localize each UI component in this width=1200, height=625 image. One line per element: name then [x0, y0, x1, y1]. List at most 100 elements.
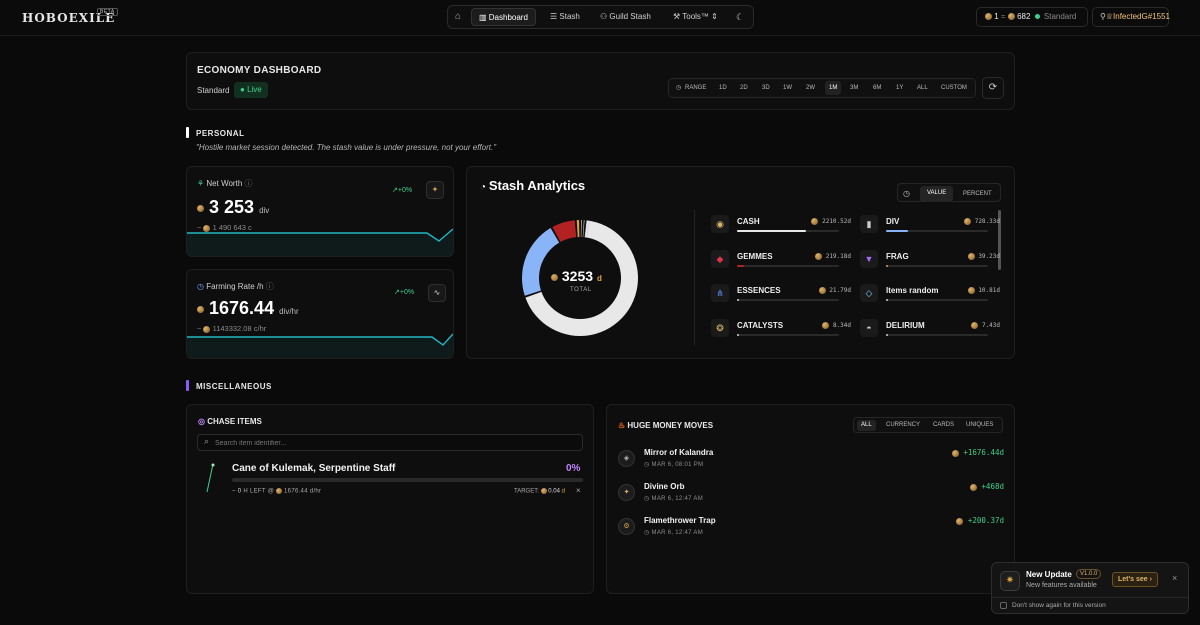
category-value: 21.79d	[829, 287, 851, 294]
coin-icon	[951, 449, 959, 457]
currency-rate: 1 = 682 Standard	[976, 7, 1088, 27]
donut-slice-gemmes[interactable]	[552, 220, 577, 242]
cash-icon: ◉	[711, 215, 729, 233]
user-icon: ⚲	[1100, 12, 1106, 21]
stash-analytics-title-row: ◔ Stash Analytics	[480, 178, 585, 193]
personal-section-marker	[186, 127, 189, 138]
donut-slice-div[interactable]	[522, 228, 560, 296]
dont-show-label: Don't show again for this version	[1012, 602, 1106, 609]
pie-icon: ◔	[480, 182, 489, 193]
clock-icon: ◷	[644, 462, 652, 468]
donut-total-value: 3253	[561, 268, 594, 284]
chase-target-value: 0.04	[548, 488, 560, 495]
user-menu-button[interactable]: ⚲♕InfectedG#1551	[1092, 7, 1170, 27]
money-move-name: Mirror of Kalandra	[644, 448, 714, 457]
version-badge: V1.0.0	[1076, 569, 1102, 579]
money-move-item[interactable]: ✦ Divine Orb ◷ MAR 6, 12:47 AM +468d	[618, 480, 1008, 504]
range-1w[interactable]: 1W	[783, 85, 792, 91]
category-catalysts[interactable]: ❂ CATALYSTS 8.34d	[711, 319, 851, 347]
range-1m[interactable]: 1M	[825, 81, 842, 95]
home-icon[interactable]: ⌂	[455, 11, 462, 22]
category-cash[interactable]: ◉ CASH 2210.52d	[711, 215, 851, 243]
money-move-item[interactable]: ⚙ Flamethrower Trap ◷ MAR 6, 12:47 AM +2…	[618, 514, 1008, 538]
toast-divider	[992, 597, 1188, 598]
nav-tools[interactable]: ⚒ Tools™ ⇕	[673, 8, 718, 26]
category-name: FRAG	[886, 252, 909, 261]
donut-slice-cash[interactable]	[525, 220, 638, 336]
chase-search-input[interactable]	[215, 437, 575, 449]
money-move-amount-row: +200.37d	[956, 516, 1004, 525]
live-dot-icon: ●	[240, 85, 248, 94]
category-frag[interactable]: ▼ FRAG 39.23d	[860, 250, 1000, 278]
donut-slice-frag[interactable]	[576, 220, 580, 238]
category-delirium[interactable]: ◓ DELIRIUM 7.43d	[860, 319, 1000, 347]
money-move-item[interactable]: ◈ Mirror of Kalandra ◷ MAR 6, 08:01 PM +…	[618, 446, 1008, 470]
category-div[interactable]: ▮ DIV 728.33d	[860, 215, 1000, 243]
tab-currency[interactable]: CURRENCY	[886, 422, 921, 428]
donut-slice-items-random[interactable]	[582, 220, 585, 238]
range-6m[interactable]: 6M	[873, 85, 882, 91]
app-logo[interactable]: HOBOEXILE	[22, 11, 116, 25]
money-move-amount-row: +1676.44d	[951, 448, 1004, 457]
range-selector: ◷ RANGE 1D 2D 3D 1W 2W 1M 3M 6M 1Y ALL C…	[668, 78, 976, 98]
history-icon[interactable]: ◷	[903, 189, 910, 198]
currency-a-value: 1	[994, 12, 999, 21]
currency-b-value: 682	[1017, 12, 1031, 21]
clock-icon: ◷	[676, 85, 682, 91]
range-custom[interactable]: CUSTOM	[941, 85, 967, 91]
remove-chase-icon[interactable]: ×	[576, 486, 581, 495]
donut-slice-catalysts[interactable]	[584, 220, 588, 238]
range-1d[interactable]: 1D	[719, 85, 727, 91]
coin-icon	[540, 488, 547, 494]
activity-icon[interactable]: ∿	[428, 284, 446, 302]
farming-chaos-value: 1143332.08	[212, 324, 252, 333]
refresh-icon[interactable]: ⟳	[982, 77, 1004, 99]
range-1y[interactable]: 1Y	[896, 85, 904, 91]
nav-dashboard[interactable]: ▥ Dashboard	[471, 8, 536, 26]
nav-stash[interactable]: ☰ Stash	[550, 8, 580, 26]
category-items-random[interactable]: ◇ Items random 10.81d	[860, 284, 1000, 312]
trap-icon: ⚙	[618, 518, 635, 535]
donut-slice-essences[interactable]	[580, 220, 582, 238]
users-icon: ⚇	[600, 12, 610, 21]
category-name: Items random	[886, 286, 939, 295]
category-value-row: 2210.52d	[811, 218, 851, 225]
tab-cards[interactable]: CARDS	[933, 422, 955, 428]
range-2d[interactable]: 2D	[740, 85, 748, 91]
category-essences[interactable]: ⋔ ESSENCES 21.79d	[711, 284, 851, 312]
misc-title: MISCELLANEOUS	[196, 382, 272, 391]
tab-all[interactable]: ALL	[857, 420, 876, 431]
lets-see-button[interactable]: Let's see ›	[1112, 572, 1158, 587]
coin-icon	[967, 253, 975, 260]
money-move-date-row: ◷ MAR 6, 12:47 AM	[644, 529, 703, 536]
mode-percent-tab[interactable]: PERCENT	[963, 191, 992, 197]
trend-icon: ⚘	[197, 179, 207, 188]
tab-uniques[interactable]: UNIQUES	[966, 422, 994, 428]
info-icon: ⓘ	[265, 282, 274, 291]
category-gemmes[interactable]: ◆ GEMMES 219.18d	[711, 250, 851, 278]
stash-analytics-title: Stash Analytics	[488, 178, 586, 193]
money-move-amount: +468d	[981, 482, 1004, 491]
net-worth-chaos-unit: c	[248, 223, 252, 232]
net-worth-value: 3 253	[209, 197, 255, 217]
trend-up-icon: ↗	[392, 187, 398, 194]
nav-guild-stash[interactable]: ⚇ Guild Stash	[600, 8, 651, 26]
category-bar-fill	[886, 230, 909, 232]
range-3m[interactable]: 3M	[850, 85, 859, 91]
money-move-date: MAR 6, 08:01 PM	[651, 462, 704, 468]
range-3d[interactable]: 3D	[762, 85, 770, 91]
close-icon[interactable]: ×	[1172, 573, 1178, 583]
money-move-date: MAR 6, 12:47 AM	[651, 496, 704, 502]
moon-icon[interactable]: ☾	[736, 12, 745, 22]
page-title: ECONOMY DASHBOARD	[197, 65, 322, 76]
category-value: 39.23d	[978, 253, 1000, 260]
chase-item-name[interactable]: Cane of Kulemak, Serpentine Staff	[232, 463, 396, 474]
mode-value-tab[interactable]: VALUE	[920, 186, 954, 202]
dont-show-checkbox[interactable]	[1000, 602, 1007, 609]
donut-slice-delirium[interactable]	[586, 220, 590, 238]
chase-target-unit: d	[561, 488, 565, 495]
range-2w[interactable]: 2W	[806, 85, 815, 91]
farming-approx: ~	[197, 324, 202, 333]
category-scrollbar[interactable]	[998, 210, 1001, 270]
range-all[interactable]: ALL	[917, 85, 928, 91]
